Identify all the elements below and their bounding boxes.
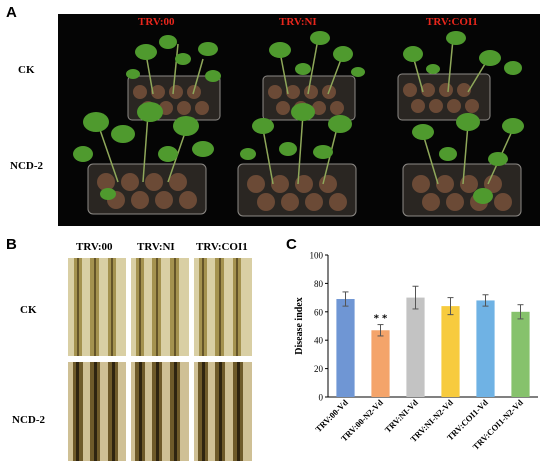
y-tick-label: 80 — [314, 279, 324, 289]
panel-a-row-label-ck: CK — [18, 64, 35, 76]
panel-b-stems — [68, 258, 252, 461]
panel-b-row-label-ck: CK — [20, 304, 37, 316]
panel-a-col-label-trv00: TRV:00 — [138, 16, 175, 28]
panel-b-stem-grid — [68, 258, 252, 461]
panel-c-letter: C — [286, 236, 297, 253]
tray-ck-trvcoi1 — [397, 73, 491, 121]
significance-label: * * — [374, 313, 388, 325]
panel-b-col-label-trv00: TRV:00 — [76, 241, 113, 253]
bar — [511, 311, 530, 397]
bar — [336, 299, 355, 397]
y-tick-label: 0 — [319, 393, 324, 403]
panel-a-col-label-trvni: TRV:NI — [279, 16, 317, 28]
panel-a-photo — [58, 14, 540, 226]
y-tick-label: 60 — [314, 307, 324, 317]
y-tick-label: 100 — [310, 251, 324, 261]
panel-b-col-label-trvni: TRV:NI — [137, 241, 175, 253]
panel-b-col-label-trvcoi1: TRV:COI1 — [196, 241, 248, 253]
y-tick-label: 40 — [314, 336, 324, 346]
x-tick-label: TRV:NI-Vd — [383, 397, 421, 435]
panel-a-row-label-ncd2: NCD-2 — [10, 160, 43, 172]
panel-b-row-label-ncd2: NCD-2 — [12, 414, 45, 426]
panel-b-letter: B — [6, 236, 17, 253]
bar — [476, 300, 495, 397]
bar — [406, 297, 425, 397]
panel-a-col-label-trvcoi1: TRV:COI1 — [426, 16, 478, 28]
panel-a-letter: A — [6, 4, 17, 21]
y-axis-label: Disease index — [294, 297, 305, 355]
y-tick-label: 20 — [314, 364, 324, 374]
bar — [371, 330, 390, 397]
bar — [441, 306, 460, 397]
panel-a-plants — [73, 31, 524, 217]
x-tick-label: TRV:00-Vd — [313, 397, 350, 434]
